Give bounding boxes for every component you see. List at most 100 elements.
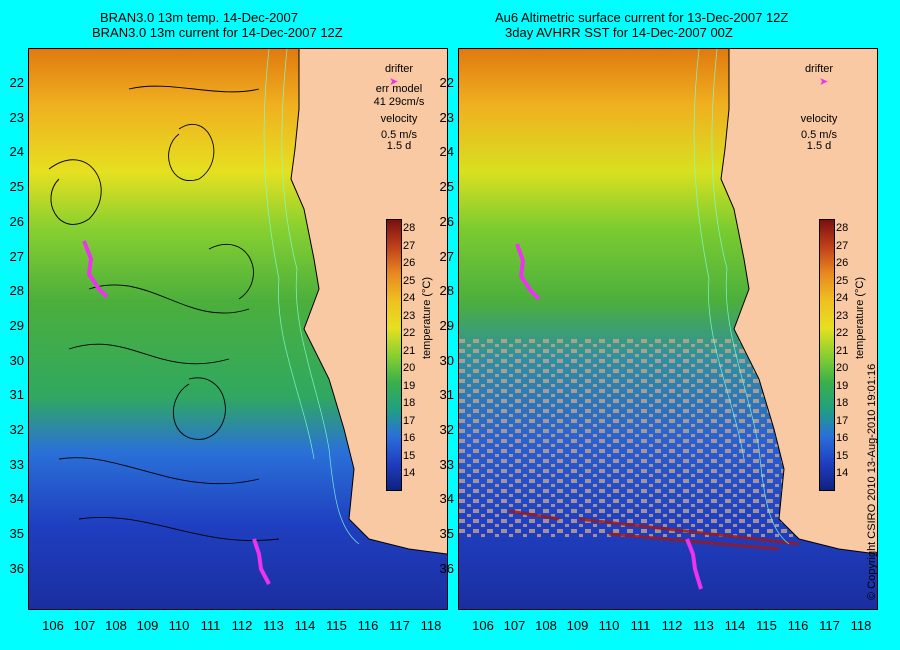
colorbar-tick: 28	[836, 222, 849, 234]
drifter-track-south	[685, 538, 703, 590]
longitude-tick: 111	[630, 618, 651, 633]
longitude-tick: 115	[756, 618, 777, 633]
colorbar-tick: 26	[836, 257, 849, 269]
latitude-tick: 33	[9, 456, 24, 472]
longitude-tick: 108	[535, 618, 557, 633]
latitude-tick: 31	[9, 387, 24, 403]
latitude-tick: 28	[9, 283, 24, 299]
longitude-tick: 114	[724, 618, 746, 633]
longitude-tick: 113	[693, 618, 714, 633]
colorbar-tick: 25	[836, 274, 849, 287]
colorbar-tick: 22	[403, 327, 416, 339]
longitude-tick: 109	[136, 618, 159, 633]
latitude-tick: 32	[9, 422, 24, 437]
longitude-tick: 116	[787, 618, 809, 633]
land-mass	[721, 49, 877, 554]
latitude-tick: 35	[9, 526, 24, 542]
velocity-legend-label: velocity	[800, 113, 838, 125]
coastline	[290, 49, 447, 555]
colorbar-tick: 28	[403, 222, 416, 234]
left-map-panel: drifter ➤ err model 41 29cm/s velocity 0…	[28, 48, 448, 610]
latitude-tick: 33	[439, 456, 454, 472]
drifter-legend-arrow-icon: ➤	[819, 76, 829, 88]
colorbar-tick: 15	[403, 449, 416, 462]
colorbar-tick: 14	[403, 467, 416, 479]
latitude-tick: 22	[439, 75, 454, 90]
colorbar-right-title: temperature (°C)	[854, 276, 866, 359]
longitude-tick: 106	[472, 618, 494, 633]
latitude-tick: 29	[439, 317, 454, 333]
colorbar-tick: 27	[403, 239, 416, 252]
colorbar-tick: 16	[403, 432, 416, 444]
longitude-tick: 116	[357, 618, 379, 633]
latitude-tick: 28	[439, 283, 454, 299]
longitude-tick: 114	[294, 618, 316, 633]
colorbar-right	[819, 219, 835, 491]
colorbar-tick: 27	[836, 239, 849, 252]
colorbar-tick: 16	[836, 432, 849, 444]
colorbar-tick: 23	[403, 309, 416, 322]
latitude-tick: 36	[9, 560, 24, 576]
longitude-tick: 111	[200, 618, 221, 633]
longitude-tick: 118	[850, 618, 872, 633]
right-title-line2: 3day AVHRR SST for 14-Dec-2007 00Z	[505, 25, 733, 40]
latitude-tick: 30	[439, 352, 454, 368]
latitude-tick: 27	[9, 248, 24, 264]
drifter-track-south	[252, 538, 271, 585]
velocity-days-label: 1.5 d	[386, 140, 412, 152]
longitude-tick: 107	[73, 618, 96, 633]
velocity-days-label: 1.5 d	[806, 140, 832, 152]
copyright-text: © Copyright CSIRO 2010 13-Aug-2010 19:01…	[866, 363, 878, 600]
colorbar-tick: 18	[403, 397, 416, 409]
colorbar-tick: 18	[836, 397, 849, 409]
latitude-tick: 26	[9, 213, 24, 229]
colorbar-tick: 22	[836, 327, 849, 339]
latitude-tick: 25	[9, 179, 24, 195]
latitude-tick: 27	[439, 248, 454, 264]
colorbar-tick: 25	[403, 274, 416, 287]
latitude-tick: 24	[9, 144, 24, 160]
latitude-tick: 34	[439, 491, 454, 507]
latitude-tick: 34	[9, 491, 24, 507]
land-mass	[291, 49, 447, 554]
colorbar-tick: 24	[403, 292, 416, 304]
colorbar-tick: 24	[836, 292, 849, 304]
sst-artifact-lines	[508, 509, 800, 551]
colorbar-tick: 19	[403, 379, 416, 392]
drifter-legend-label: drifter	[384, 63, 414, 75]
drifter-legend-label: drifter	[804, 63, 834, 75]
colorbar-tick: 23	[836, 309, 849, 322]
err-model-label: err model	[375, 83, 423, 95]
latitude-tick: 22	[9, 75, 24, 90]
longitude-tick: 107	[503, 618, 526, 633]
longitude-tick: 117	[819, 618, 840, 633]
left-map-svg	[29, 49, 447, 609]
longitude-tick: 112	[661, 618, 683, 633]
velocity-scale-label: 0.5 m/s	[800, 129, 838, 141]
latitude-tick: 32	[439, 422, 454, 437]
longitude-tick: 110	[598, 618, 620, 633]
colorbar-tick: 20	[836, 362, 849, 374]
colorbar-tick: 17	[403, 414, 416, 427]
colorbar-tick: 26	[403, 257, 416, 269]
longitude-tick: 112	[231, 618, 253, 633]
latitude-tick: 26	[439, 213, 454, 229]
depth-contours	[263, 49, 360, 545]
coastline	[720, 49, 877, 555]
drifter-track	[82, 240, 109, 299]
left-title-line1: BRAN3.0 13m temp. 14-Dec-2007	[100, 10, 298, 25]
latitude-tick: 36	[439, 560, 454, 576]
latitude-tick: 29	[9, 317, 24, 333]
latitude-tick: 23	[9, 109, 24, 125]
left-title-line2: BRAN3.0 13m current for 14-Dec-2007 12Z	[92, 25, 343, 40]
latitude-tick: 30	[9, 352, 24, 368]
latitude-tick: 25	[439, 179, 454, 195]
colorbar-tick: 21	[836, 344, 849, 357]
colorbar-tick: 17	[836, 414, 849, 427]
colorbar-tick: 14	[836, 467, 849, 479]
current-streamlines	[48, 85, 280, 542]
longitude-tick: 118	[420, 618, 442, 633]
longitude-tick: 110	[168, 618, 190, 633]
velocity-scale-label: 0.5 m/s	[380, 129, 418, 141]
colorbar-tick: 15	[836, 449, 849, 462]
